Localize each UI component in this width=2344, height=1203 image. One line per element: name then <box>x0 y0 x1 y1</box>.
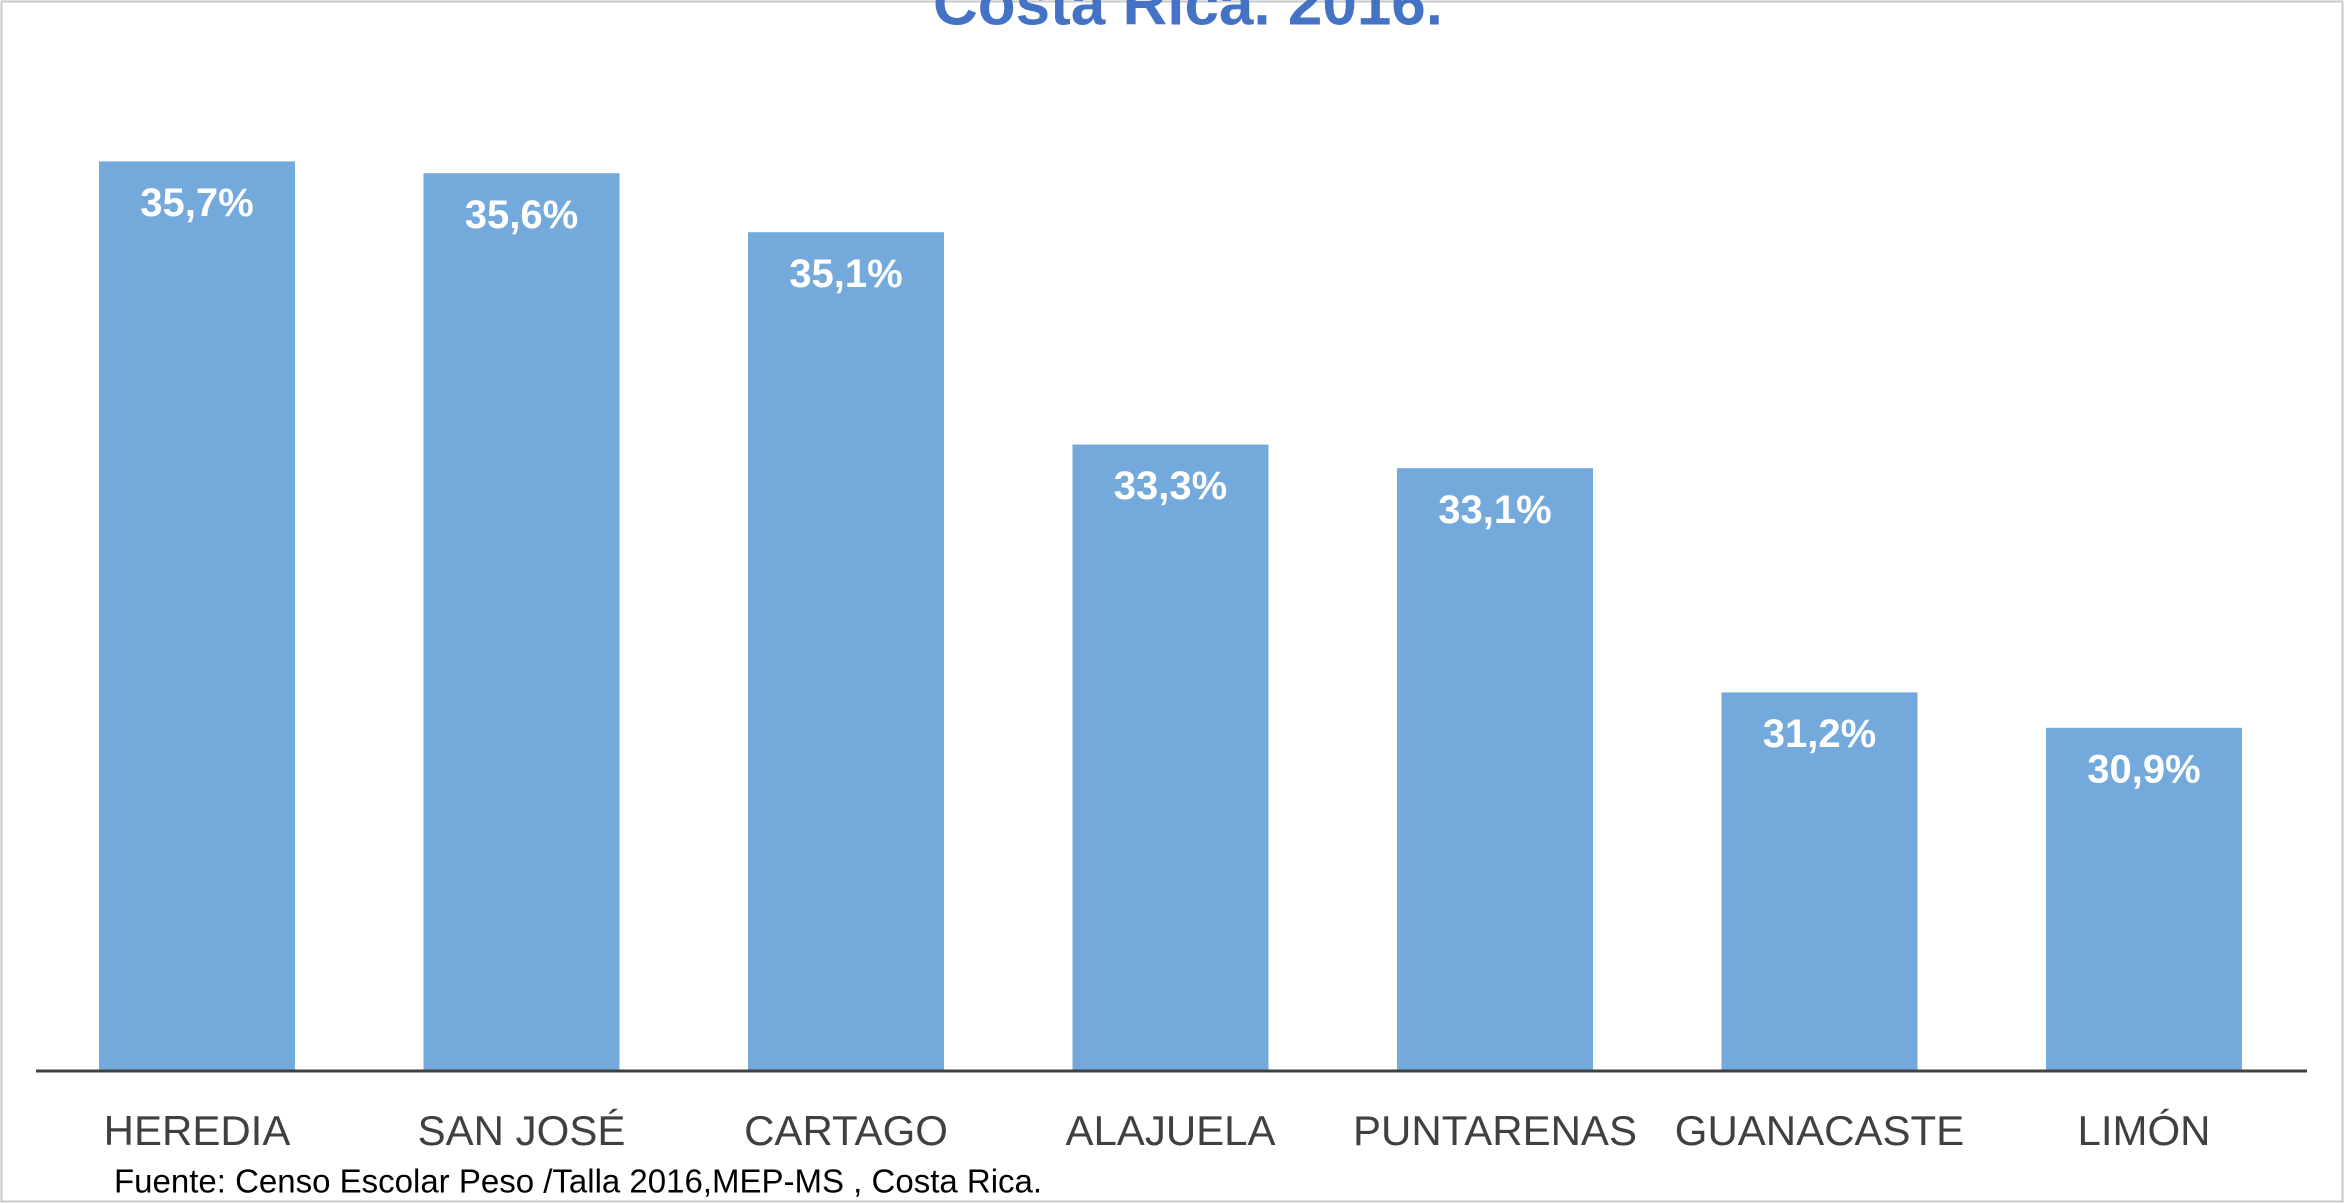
x-tick-label: CARTAGO <box>744 1107 948 1154</box>
chart-title: Costa Rica. 2016. <box>933 0 1443 38</box>
value-label: 31,2% <box>1763 712 1876 756</box>
value-label: 30,9% <box>2087 747 2200 791</box>
value-label: 35,1% <box>789 252 902 296</box>
bar <box>748 232 944 1070</box>
x-tick-label: PUNTARENAS <box>1353 1107 1637 1154</box>
bar <box>1721 692 1918 1070</box>
bar <box>423 173 620 1070</box>
source-note: Fuente: Censo Escolar Peso /Talla 2016,M… <box>114 1163 1042 1200</box>
value-label: 33,3% <box>1114 464 1227 508</box>
bar <box>1072 444 1269 1071</box>
bar <box>1397 468 1593 1070</box>
bar <box>99 161 295 1070</box>
x-tick-label: ALAJUELA <box>1065 1107 1275 1154</box>
bar <box>2046 727 2242 1070</box>
x-tick-label: SAN JOSÉ <box>418 1107 626 1154</box>
x-tick-label: HEREDIA <box>104 1107 291 1154</box>
x-tick-label: LIMÓN <box>2077 1107 2210 1154</box>
value-label: 35,7% <box>140 181 253 225</box>
x-tick-label: GUANACASTE <box>1675 1107 1964 1154</box>
value-label: 33,1% <box>1438 488 1551 532</box>
value-label: 35,6% <box>465 193 578 237</box>
